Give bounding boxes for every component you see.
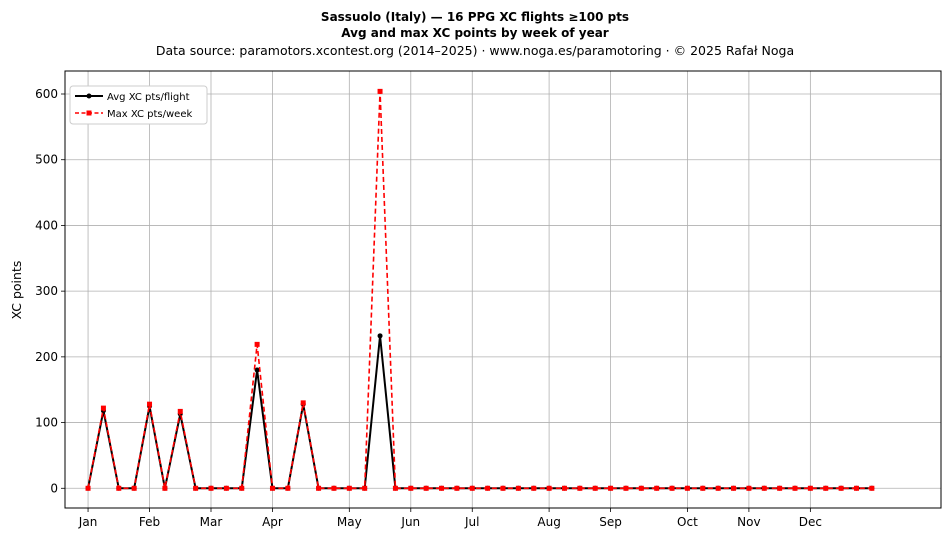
x-tick-label-mar: Mar: [200, 515, 223, 529]
max-point-week-47: [792, 485, 798, 491]
max-point-week-5: [147, 401, 153, 407]
x-tick-label-jan: Jan: [78, 515, 98, 529]
legend-max-marker: [86, 110, 92, 116]
max-point-week-52: [869, 485, 875, 491]
max-point-week-21: [392, 485, 398, 491]
series-line-0: [87, 334, 872, 490]
max-point-week-42: [715, 485, 721, 491]
chart-title-line1: Sassuolo (Italy) — 16 PPG XC flights ≥10…: [321, 10, 629, 24]
max-point-week-2: [100, 405, 106, 411]
max-point-week-8: [193, 485, 199, 491]
x-tick-label-nov: Nov: [737, 515, 760, 529]
grid: [65, 71, 941, 508]
y-tick-label: 600: [35, 87, 58, 101]
series-line-1: [87, 90, 872, 490]
max-point-week-51: [853, 485, 859, 491]
max-point-week-38: [654, 485, 660, 491]
max-point-week-49: [823, 485, 829, 491]
legend-max-label: Max XC pts/week: [107, 109, 192, 120]
max-point-week-18: [346, 485, 352, 491]
max-point-week-19: [362, 485, 368, 491]
x-tick-label-feb: Feb: [139, 515, 160, 529]
series-layer: [85, 88, 875, 491]
max-point-week-32: [561, 485, 567, 491]
x-tick-label-jul: Jul: [464, 515, 479, 529]
y-tick-label: 300: [35, 284, 58, 298]
max-point-week-7: [177, 408, 183, 414]
max-point-week-15: [300, 400, 306, 406]
x-tick-label-aug: Aug: [537, 515, 560, 529]
max-point-week-33: [577, 485, 583, 491]
x-tick-label-jun: Jun: [400, 515, 420, 529]
max-point-week-22: [408, 485, 414, 491]
max-point-week-12: [254, 341, 260, 347]
y-tick-label: 400: [35, 218, 58, 232]
max-point-week-28: [500, 485, 506, 491]
max-point-week-37: [638, 485, 644, 491]
max-point-week-24: [439, 485, 445, 491]
x-tick-label-apr: Apr: [262, 515, 283, 529]
legend-box: [69, 85, 208, 125]
max-point-week-27: [485, 485, 491, 491]
avg-point-week-12: [254, 367, 260, 373]
max-point-week-48: [807, 485, 813, 491]
max-point-week-50: [838, 485, 844, 491]
max-point-week-31: [546, 485, 552, 491]
max-point-week-43: [731, 485, 737, 491]
avg-point-week-20: [377, 333, 383, 339]
y-tick-label: 500: [35, 153, 58, 167]
max-point-week-6: [162, 485, 168, 491]
max-point-week-16: [316, 485, 322, 491]
max-point-week-9: [208, 485, 214, 491]
max-point-week-10: [223, 485, 229, 491]
x-tick-label-oct: Oct: [677, 515, 698, 529]
max-point-week-4: [131, 485, 137, 491]
max-point-week-34: [592, 485, 598, 491]
x-tick-label-may: May: [337, 515, 362, 529]
y-tick-label: 200: [35, 350, 58, 364]
max-point-week-36: [623, 485, 629, 491]
max-point-week-44: [746, 485, 752, 491]
max-point-week-20: [377, 88, 383, 94]
plot-frame: [64, 70, 942, 509]
max-point-week-26: [469, 485, 475, 491]
max-point-week-30: [531, 485, 537, 491]
max-point-week-29: [515, 485, 521, 491]
max-point-week-25: [454, 485, 460, 491]
max-point-week-41: [700, 485, 706, 491]
max-point-week-17: [331, 485, 337, 491]
x-tick-label-dec: Dec: [799, 515, 822, 529]
x-tick-label-sep: Sep: [599, 515, 622, 529]
chart-title-line2: Avg and max XC points by week of year: [341, 26, 609, 40]
max-point-week-3: [116, 485, 122, 491]
max-point-week-1: [85, 485, 91, 491]
max-point-week-45: [761, 485, 767, 491]
max-point-week-46: [777, 485, 783, 491]
axis-ticks: 0 100 200 300 400 500 600 Jan Feb Mar Apr May Jun Jul…: [35, 87, 822, 529]
max-point-week-40: [684, 485, 690, 491]
y-axis-label: XC points: [9, 261, 24, 320]
max-point-week-39: [669, 485, 675, 491]
legend-avg-label: Avg XC pts/flight: [107, 92, 190, 103]
max-point-week-35: [608, 485, 614, 491]
legend: Avg XC pts/flight Max XC pts/week: [69, 85, 208, 125]
chart-subtitle: Data source: paramotors.xcontest.org (20…: [156, 43, 794, 58]
legend-avg-marker: [86, 93, 92, 99]
y-tick-label: 100: [35, 416, 58, 430]
max-point-week-13: [269, 485, 275, 491]
max-point-week-11: [239, 485, 245, 491]
max-point-week-14: [285, 485, 291, 491]
y-tick-label: 0: [50, 481, 58, 495]
max-point-week-23: [423, 485, 429, 491]
